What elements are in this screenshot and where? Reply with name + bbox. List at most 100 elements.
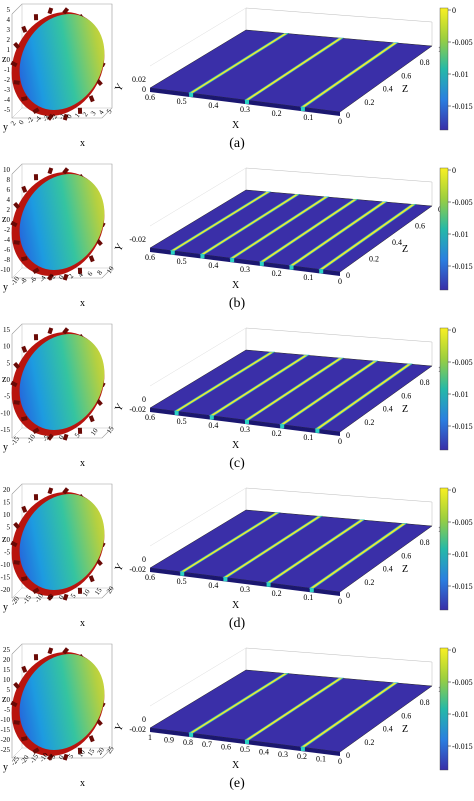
sphere-x-label: x: [80, 298, 85, 309]
sphere-x-tick: -8: [19, 276, 29, 286]
plate-x-tick: 0.3: [240, 585, 250, 594]
colorbar-tick: -0.015: [452, 742, 473, 751]
plate-x-tick: 0.5: [177, 577, 187, 586]
plate-x-tick: 0.1: [303, 113, 313, 122]
colorbar: 0 -0.005 -0.01 -0.015: [439, 486, 473, 611]
sphere-z-tick: -15: [1, 574, 11, 582]
sphere-z-tick: 10: [3, 343, 11, 351]
plate-x-tick: 0.3: [240, 265, 250, 274]
sphere-z-tick: 15: [3, 666, 11, 674]
sphere-z-tick: 8: [7, 176, 11, 184]
plate-x-tick: 0.3: [240, 425, 250, 434]
sphere-x-tick: 15: [86, 747, 97, 758]
plate-z-tick: 0.8: [420, 378, 430, 387]
plate-z-tick: 0.8: [420, 698, 430, 707]
sphere-z-label: z: [2, 374, 7, 385]
sphere-z-tick: 1: [7, 46, 11, 54]
plate-z-label: Z: [402, 404, 408, 415]
sphere-x-tick: -20: [9, 595, 21, 608]
plate-y-tick: -0.02: [129, 405, 146, 414]
plate-plot: 1 0.9 0.8 0.7 0.6 0.5 0.4 0.3 0.2 0.1 0 X 0 0.2 0.4 0.6…: [113, 647, 442, 771]
sphere-x-tick: -5: [41, 433, 51, 443]
colorbar-tick: 0: [452, 6, 456, 15]
plate-y-label: Y: [113, 82, 126, 94]
plate-x-tick: 0.5: [177, 417, 187, 426]
plate-x-tick: 0.2: [272, 109, 282, 118]
sphere-x-tick: -15: [21, 593, 33, 606]
plate-z-label: Z: [402, 724, 408, 735]
plate-x-tick: 0.6: [145, 413, 155, 422]
plate-x-tick: 0.5: [177, 257, 187, 266]
sphere-z-tick: 10: [3, 166, 11, 174]
plate-z-tick: 0.6: [401, 711, 411, 720]
sphere-x-tick: -4: [33, 114, 43, 124]
stripe-band: [179, 512, 281, 573]
sphere-z-tick: 0: [7, 536, 11, 544]
sphere-z-tick: -1: [4, 66, 10, 74]
panel-graphic: 2520151050-5-10-15-20-25zy-25-20-15-10-5…: [1, 643, 473, 789]
sphere-z-tick: -15: [1, 426, 11, 434]
plate-surface: [149, 189, 433, 273]
sphere-x-tick: 15: [105, 424, 116, 435]
sphere-z-tick: 10: [3, 511, 11, 519]
sphere-z-tick: 0: [7, 696, 11, 704]
colorbar: 0 -0.005 -0.01 -0.015: [439, 326, 473, 451]
sphere-x-tick: 8: [95, 268, 104, 276]
plate-z-label: Z: [402, 564, 408, 575]
plate-x-tick: 0.6: [145, 93, 155, 102]
sphere-surface: [19, 14, 105, 110]
sphere-x-tick: 2: [81, 110, 90, 118]
colorbar-tick: -0.015: [452, 262, 473, 271]
plate-z-tick: 0.4: [383, 85, 393, 94]
plate-x-tick: 0.1: [316, 755, 326, 764]
sphere-z-tick: -20: [1, 586, 11, 594]
sphere-x-tick: -4: [38, 274, 48, 284]
colorbar-tick: -0.015: [452, 102, 473, 111]
plate-z-tick: 0.8: [420, 538, 430, 547]
sphere-z-tick: 15: [3, 326, 11, 334]
sphere-z-tick: 0: [7, 376, 11, 384]
sphere-surface: [19, 174, 105, 270]
colorbar: 0 -0.005 -0.01 -0.015: [439, 646, 473, 771]
panel-caption: (d): [228, 616, 246, 631]
plate-x-tick: 0.4: [208, 581, 218, 590]
sphere-z-tick: -10: [1, 266, 11, 274]
plate-z-tick: 0.4: [383, 725, 393, 734]
sphere-z-label: z: [2, 214, 7, 225]
colorbar-tick: -0.005: [452, 198, 473, 207]
colorbar-tick: -0.005: [452, 38, 473, 47]
sphere-x-tick: 25: [105, 744, 116, 755]
sphere-z-tick: -10: [1, 561, 11, 569]
sphere-z-tick: -4: [4, 236, 10, 244]
sphere-x-label: x: [80, 458, 85, 469]
panel-caption: (c): [229, 456, 245, 471]
plate-z-label: Z: [402, 244, 408, 255]
sphere-x-tick: -2: [25, 115, 35, 125]
plate-x-label: X: [232, 440, 240, 451]
sphere-z-tick: 10: [3, 676, 11, 684]
sphere-x-tick: -15: [9, 435, 21, 448]
sphere-z-label: z: [2, 694, 7, 705]
plate-z-tick: 0: [346, 431, 350, 440]
plate-x-label: X: [232, 120, 240, 131]
sphere-z-label: z: [2, 54, 7, 65]
stripe-band: [188, 672, 290, 734]
plate-z-tick: 0: [346, 751, 350, 760]
plate-y-tick: 0.02: [132, 75, 146, 84]
plate-x-tick: 0.6: [145, 573, 155, 582]
sphere-z-label: z: [2, 534, 7, 545]
sphere-z-tick: -6: [4, 246, 10, 254]
sphere-z-tick: 2: [7, 36, 11, 44]
sphere-z-tick: -2: [4, 76, 10, 84]
plate-z-tick: 0: [346, 591, 350, 600]
sphere-x-label: x: [80, 138, 85, 149]
plate-x-tick: 0.4: [208, 261, 218, 270]
sphere-x-tick: -10: [25, 433, 37, 446]
sphere-z-tick: -5: [4, 706, 10, 714]
sphere-z-tick: 5: [7, 6, 11, 14]
sphere-x-tick: 10: [105, 264, 116, 275]
